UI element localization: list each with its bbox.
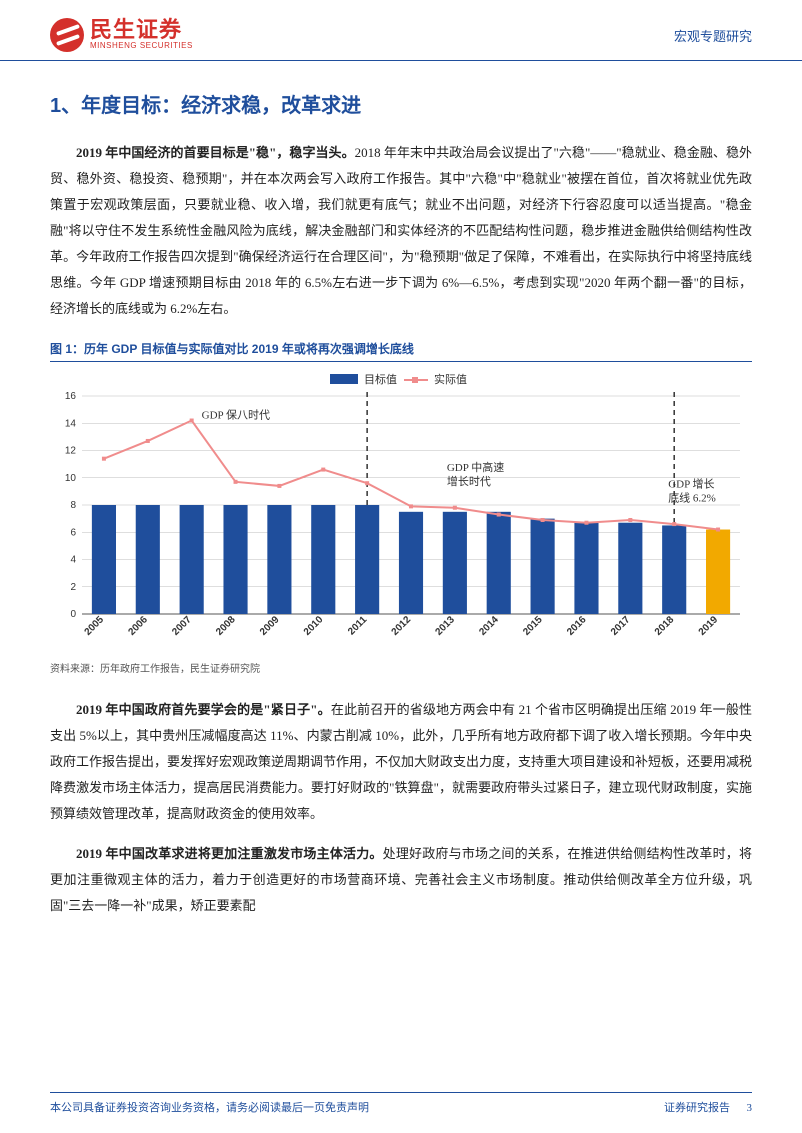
svg-text:0: 0 xyxy=(70,609,76,620)
svg-text:2008: 2008 xyxy=(214,614,238,638)
svg-text:8: 8 xyxy=(70,500,76,511)
gdp-chart: 0 2 4 6 8 10 12 14 16 2005 2006 2007 2008 2009 2010 201… xyxy=(50,368,750,658)
svg-text:2007: 2007 xyxy=(170,614,194,638)
svg-text:GDP 增长: GDP 增长 xyxy=(668,476,714,490)
logo-icon xyxy=(50,18,84,52)
svg-text:2019: 2019 xyxy=(697,614,721,638)
paragraph-3: 2019 年中国改革求进将更加注重激发市场主体活力。处理好政府与市场之间的关系，… xyxy=(50,841,752,919)
paragraph-1-body: 2018 年年末中共政治局会议提出了"六稳"——"稳就业、稳金融、稳外贸、稳外资… xyxy=(50,145,752,316)
svg-text:6: 6 xyxy=(70,527,76,538)
paragraph-1: 2019 年中国经济的首要目标是"稳"，稳字当头。2018 年年末中共政治局会议… xyxy=(50,140,752,322)
logo-text-cn: 民生证券 xyxy=(90,19,193,41)
svg-text:增长时代: 增长时代 xyxy=(447,474,491,488)
footer-disclaimer: 本公司具备证券投资咨询业务资格，请务必阅读最后一页免责声明 xyxy=(50,1099,369,1115)
svg-text:2: 2 xyxy=(70,582,76,593)
paragraph-3-lead: 2019 年中国改革求进将更加注重激发市场主体活力。 xyxy=(76,846,383,861)
page-number: 3 xyxy=(747,1102,753,1114)
svg-text:2014: 2014 xyxy=(477,614,501,638)
svg-text:2017: 2017 xyxy=(609,614,633,638)
svg-text:GDP 中高速: GDP 中高速 xyxy=(447,460,504,474)
svg-text:10: 10 xyxy=(65,473,77,484)
page-footer: 本公司具备证券投资咨询业务资格，请务必阅读最后一页免责声明 证券研究报告 3 xyxy=(50,1092,752,1115)
svg-text:2015: 2015 xyxy=(521,614,545,638)
svg-text:4: 4 xyxy=(70,555,76,566)
svg-text:2016: 2016 xyxy=(565,614,589,638)
svg-text:2006: 2006 xyxy=(126,614,150,638)
chart-title: 图 1：历年 GDP 目标值与实际值对比 2019 年或将再次强调增长底线 xyxy=(50,340,752,362)
section-title: 1、年度目标：经济求稳，改革求进 xyxy=(50,89,752,118)
logo-block: 民生证券 MINSHENG SECURITIES xyxy=(50,18,193,52)
paragraph-2: 2019 年中国政府首先要学会的是"紧日子"。在此前召开的省级地方两会中有 21… xyxy=(50,697,752,827)
logo-text-en: MINSHENG SECURITIES xyxy=(90,41,193,51)
chart-source: 资料来源：历年政府工作报告，民生证券研究院 xyxy=(50,660,752,675)
content-area: 1、年度目标：经济求稳，改革求进 2019 年中国经济的首要目标是"稳"，稳字当… xyxy=(0,89,802,919)
svg-text:2010: 2010 xyxy=(302,614,326,638)
svg-text:16: 16 xyxy=(65,391,77,402)
header-category: 宏观专题研究 xyxy=(674,26,752,45)
svg-text:2018: 2018 xyxy=(653,614,677,638)
paragraph-1-lead: 2019 年中国经济的首要目标是"稳"，稳字当头。 xyxy=(76,145,355,160)
paragraph-2-lead: 2019 年中国政府首先要学会的是"紧日子"。 xyxy=(76,702,331,717)
svg-text:2005: 2005 xyxy=(83,614,107,638)
footer-right: 证券研究报告 3 xyxy=(664,1099,752,1115)
svg-text:14: 14 xyxy=(65,418,77,429)
svg-text:底线 6.2%: 底线 6.2% xyxy=(668,490,716,504)
paragraph-2-body: 在此前召开的省级地方两会中有 21 个省市区明确提出压缩 2019 年一般性支出… xyxy=(50,702,752,821)
page-header: 民生证券 MINSHENG SECURITIES 宏观专题研究 xyxy=(0,0,802,61)
svg-text:2011: 2011 xyxy=(346,614,369,637)
svg-text:2012: 2012 xyxy=(390,614,414,638)
chart-svg: 0 2 4 6 8 10 12 14 16 2005 2006 2007 2008 2009 2010 201… xyxy=(50,368,750,658)
svg-text:实际值: 实际值 xyxy=(434,372,467,386)
svg-text:2013: 2013 xyxy=(433,614,457,638)
svg-text:12: 12 xyxy=(65,446,77,457)
svg-text:2009: 2009 xyxy=(258,614,282,638)
svg-text:目标值: 目标值 xyxy=(364,372,397,386)
footer-report-label: 证券研究报告 xyxy=(664,1102,730,1114)
svg-text:GDP 保八时代: GDP 保八时代 xyxy=(202,408,270,422)
